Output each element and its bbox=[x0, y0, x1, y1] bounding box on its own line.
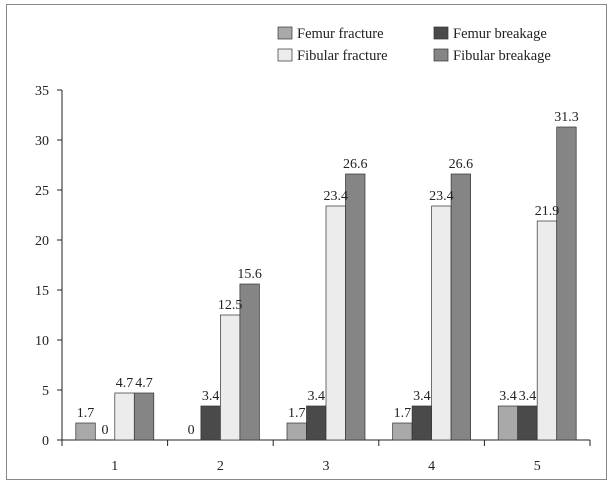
data-label: 4.7 bbox=[116, 376, 134, 391]
data-label: 15.6 bbox=[237, 267, 262, 282]
bar bbox=[411, 405, 432, 441]
bar bbox=[392, 422, 413, 441]
legend-swatch bbox=[433, 48, 449, 62]
x-tick-label: 1 bbox=[111, 459, 118, 474]
data-label: 1.7 bbox=[288, 406, 306, 421]
legend-swatch bbox=[277, 48, 293, 62]
data-label: 1.7 bbox=[394, 406, 412, 421]
data-label: 4.7 bbox=[135, 376, 153, 391]
legend-swatch bbox=[277, 26, 293, 40]
legend-swatch bbox=[433, 26, 449, 40]
legend: Femur fracture Femur breakage Fibular frac… bbox=[277, 26, 551, 64]
data-label: 26.6 bbox=[343, 157, 368, 172]
bar bbox=[133, 392, 155, 441]
data-label: 3.4 bbox=[413, 389, 431, 404]
legend-label: Femur fracture bbox=[297, 26, 384, 42]
x-tick-label: 5 bbox=[534, 459, 541, 474]
x-tick-label: 3 bbox=[323, 459, 330, 474]
legend-label: Fibular breakage bbox=[453, 48, 551, 64]
data-labels: 1.704.7 4.703.412.515.61.73.423.426.61.73… bbox=[77, 110, 579, 438]
bar bbox=[200, 405, 221, 441]
bar bbox=[450, 173, 471, 441]
bar bbox=[431, 205, 452, 441]
data-label: 3.4 bbox=[519, 389, 537, 404]
data-label: 12.5 bbox=[218, 298, 243, 313]
x-tick-label: 4 bbox=[428, 459, 435, 474]
y-tick-label: 0 bbox=[42, 434, 49, 449]
y-tick-label: 5 bbox=[42, 384, 49, 399]
data-label: 0 bbox=[188, 423, 195, 438]
y-tick-label: 35 bbox=[35, 84, 49, 99]
legend-item: Fibular breakage bbox=[433, 48, 551, 64]
bar bbox=[75, 422, 96, 441]
bar bbox=[536, 220, 558, 441]
legend-label: Femur breakage bbox=[453, 26, 547, 42]
bar bbox=[114, 392, 135, 441]
data-label: 1.7 bbox=[77, 406, 95, 421]
bar bbox=[345, 173, 366, 441]
data-label: 0 bbox=[102, 423, 109, 438]
bar bbox=[325, 205, 346, 441]
data-label: 26.6 bbox=[449, 157, 474, 172]
data-label: 21.9 bbox=[535, 204, 560, 219]
y-tick-label: 15 bbox=[35, 284, 49, 299]
data-label: 23.4 bbox=[324, 189, 349, 204]
legend-item: Femur fracture bbox=[277, 26, 384, 42]
data-label: 3.4 bbox=[308, 389, 326, 404]
y-tick-label: 25 bbox=[35, 184, 49, 199]
legend-label: Fibular fracture bbox=[297, 48, 388, 64]
x-tick-label: 2 bbox=[217, 459, 224, 474]
chart-frame bbox=[6, 4, 607, 480]
data-label: 3.4 bbox=[499, 389, 517, 404]
data-label: 23.4 bbox=[429, 189, 454, 204]
bar bbox=[497, 405, 519, 441]
y-tick-label: 10 bbox=[35, 334, 49, 349]
bar bbox=[556, 126, 577, 441]
y-tick-label: 30 bbox=[35, 134, 49, 149]
legend-item: Femur breakage bbox=[433, 26, 547, 42]
data-label: 3.4 bbox=[202, 389, 220, 404]
legend-item: Fibular fracture bbox=[277, 48, 388, 64]
bar bbox=[306, 405, 327, 441]
bar bbox=[517, 405, 538, 441]
bar bbox=[239, 283, 260, 441]
bar bbox=[220, 314, 241, 441]
bars bbox=[75, 126, 577, 441]
y-tick-label: 20 bbox=[35, 234, 49, 249]
bar bbox=[286, 422, 307, 441]
data-label: 31.3 bbox=[554, 110, 579, 125]
